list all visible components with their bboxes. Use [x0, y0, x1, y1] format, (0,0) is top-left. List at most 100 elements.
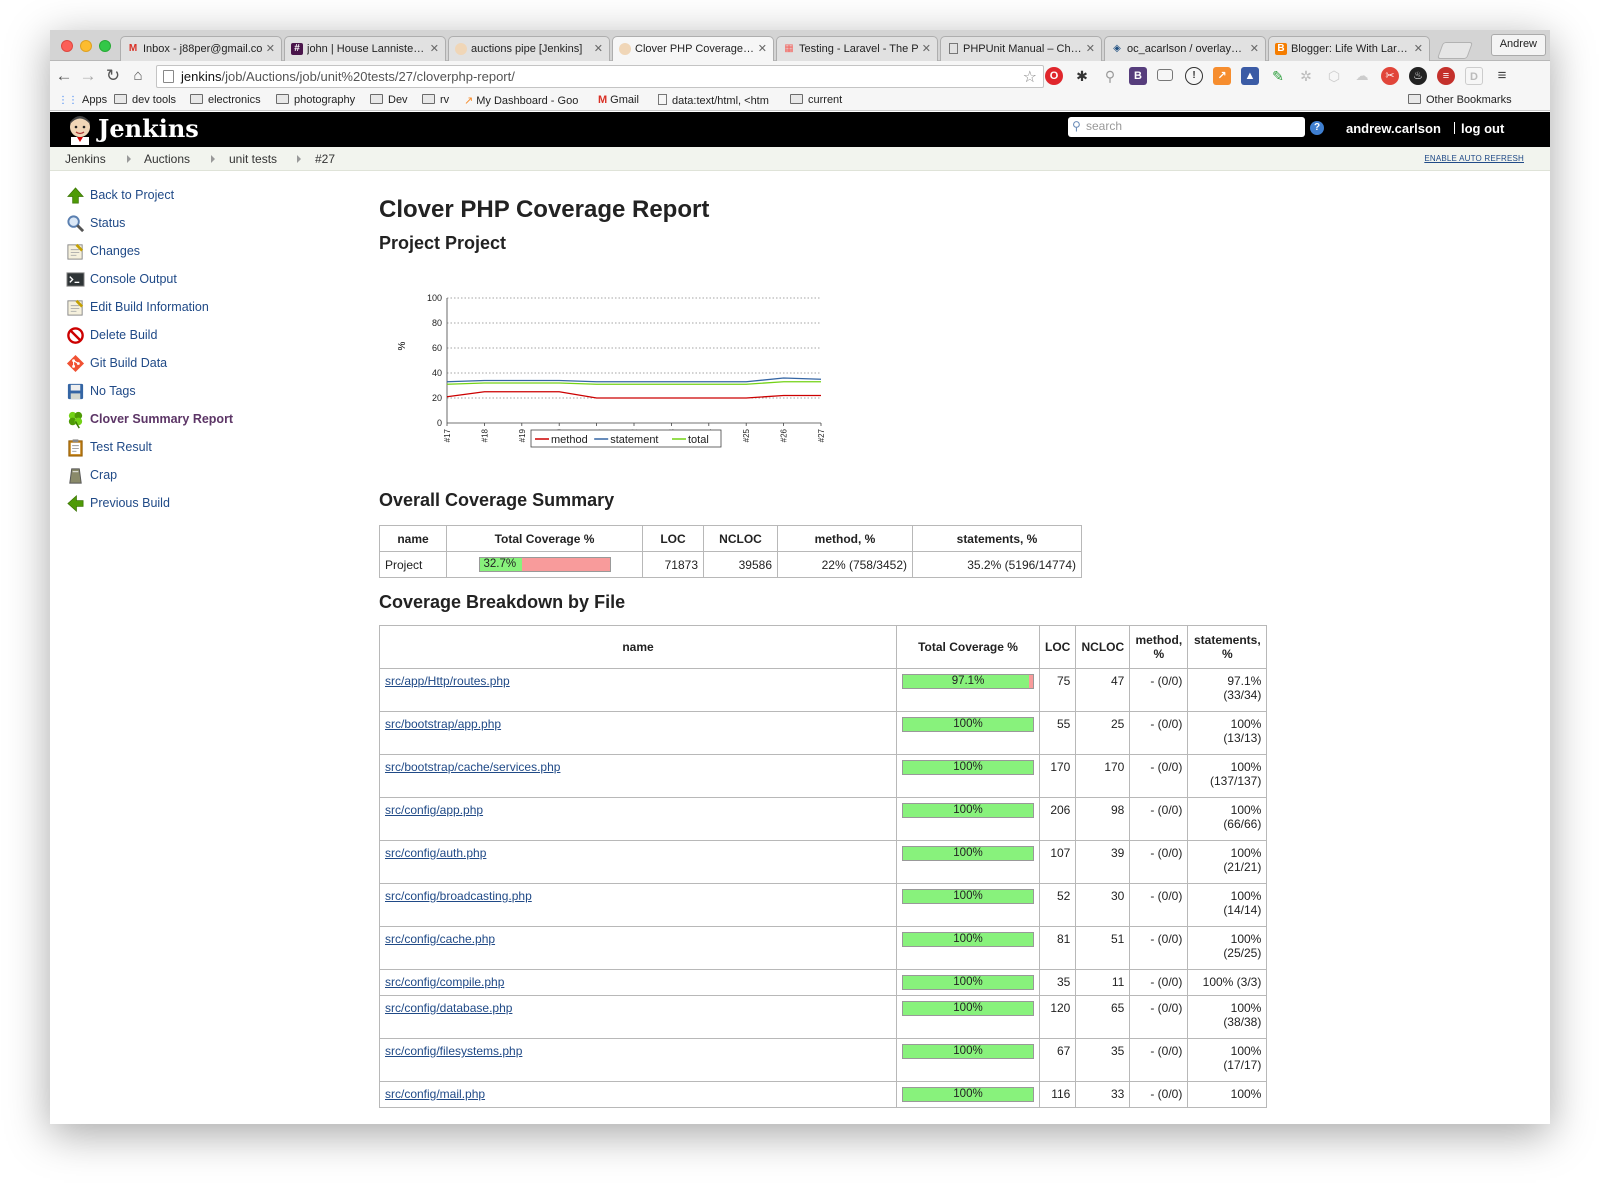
file-link[interactable]: src/config/broadcasting.php	[385, 889, 532, 903]
close-window-button[interactable]	[61, 40, 73, 52]
close-tab-icon[interactable]: ✕	[265, 43, 275, 55]
file-link[interactable]: src/config/auth.php	[385, 846, 487, 860]
close-tab-icon[interactable]: ✕	[1413, 43, 1423, 55]
breadcrumb-item[interactable]: Jenkins	[65, 152, 106, 166]
d-extension-icon[interactable]: D	[1465, 67, 1483, 85]
task-console-output[interactable]: Console Output	[64, 269, 344, 297]
file-link[interactable]: src/config/database.php	[385, 1001, 513, 1015]
task-back-to-project[interactable]: Back to Project	[64, 185, 344, 213]
method-cell: - (0/0)	[1129, 926, 1189, 970]
column-header: name	[379, 525, 447, 552]
browser-tab[interactable]: # john | House Lannister S ✕	[284, 36, 446, 61]
coverage-bar-fill	[903, 890, 1033, 903]
help-icon[interactable]: ?	[1310, 121, 1324, 135]
bookmark-other[interactable]: Other Bookmarks	[1408, 94, 1512, 106]
bookmark-folder[interactable]: photography	[276, 94, 355, 106]
bookmark-star-icon[interactable]: ☆	[1022, 69, 1037, 86]
analytics-extension-icon[interactable]: ↗	[1213, 67, 1231, 85]
gear-extension-icon[interactable]: ✲	[1300, 68, 1312, 84]
forward-arrow-icon[interactable]: →	[79, 66, 97, 85]
bookmark-apps[interactable]: ⋮⋮ Apps	[58, 94, 108, 106]
cloud-extension-icon[interactable]: ☁	[1355, 68, 1369, 83]
task-no-tags[interactable]: No Tags	[64, 381, 344, 409]
bookmark-folder[interactable]: Dev	[370, 94, 408, 106]
flag-extension-icon[interactable]: ≡	[1437, 67, 1455, 85]
task-previous-build[interactable]: Previous Build	[64, 493, 344, 521]
address-bar[interactable]: jenkins/job/Auctions/job/unit%20tests/27…	[156, 65, 1044, 88]
bookmark-folder[interactable]: rv	[422, 94, 449, 106]
page-icon	[658, 94, 667, 105]
browser-window: M Inbox - j88per@gmail.co ✕ # john | Hou…	[50, 30, 1550, 1124]
file-link[interactable]: src/bootstrap/cache/services.php	[385, 760, 561, 774]
task-git-build-data[interactable]: Git Build Data	[64, 353, 344, 381]
info-extension-icon[interactable]: !	[1185, 67, 1203, 85]
close-tab-icon[interactable]: ✕	[1085, 43, 1095, 55]
flame-extension-icon[interactable]: ♨	[1409, 67, 1427, 85]
reload-icon[interactable]: ↻	[105, 66, 121, 85]
new-tab-button[interactable]	[1436, 42, 1474, 59]
bookmark-link[interactable]: data:text/html, <htm	[658, 94, 769, 107]
task-crap[interactable]: Crap	[64, 465, 344, 493]
task-status[interactable]: Status	[64, 213, 344, 241]
file-link[interactable]: src/config/mail.php	[385, 1087, 486, 1101]
close-tab-icon[interactable]: ✕	[757, 43, 767, 55]
coverage-cell: 100%	[896, 926, 1040, 970]
user-link[interactable]: andrew.carlson	[1346, 121, 1441, 136]
method-cell: - (0/0)	[1129, 711, 1189, 755]
browser-tab-active[interactable]: Clover PHP Coverage Re ✕	[612, 36, 774, 62]
bookmark-link[interactable]: M Gmail	[598, 94, 639, 106]
task-changes[interactable]: Changes	[64, 241, 344, 269]
browser-tab[interactable]: ▦ Testing - Laravel - The P ✕	[776, 36, 938, 61]
maximize-window-button[interactable]	[99, 40, 111, 52]
settings-extension-icon[interactable]: ✱	[1076, 68, 1088, 84]
task-test-result[interactable]: Test Result	[64, 437, 344, 465]
browser-tab[interactable]: PHPUnit Manual – Chapte ✕	[940, 36, 1102, 61]
breadcrumb-item[interactable]: unit tests	[229, 152, 278, 166]
file-link[interactable]: src/config/cache.php	[385, 932, 496, 946]
task-edit-build-information[interactable]: Edit Build Information	[64, 297, 344, 325]
back-arrow-icon[interactable]: ←	[55, 66, 73, 85]
coverage-percent: 97.1%	[951, 675, 985, 687]
close-tab-icon[interactable]: ✕	[921, 43, 931, 55]
enable-auto-refresh-link[interactable]: ENABLE AUTO REFRESH	[1424, 154, 1524, 163]
breadcrumb-item[interactable]: #27	[315, 152, 336, 166]
close-tab-icon[interactable]: ✕	[1249, 43, 1259, 55]
task-delete-build[interactable]: Delete Build	[64, 325, 344, 353]
home-icon[interactable]: ⌂	[133, 67, 143, 84]
folder-icon	[790, 94, 803, 104]
breadcrumb-item[interactable]: Auctions	[144, 152, 191, 166]
browser-tab[interactable]: B Blogger: Life With Larave ✕	[1268, 36, 1430, 61]
jenkins-logo-title[interactable]: Jenkins	[98, 114, 199, 143]
apps-grid-icon: ⋮⋮	[58, 95, 78, 106]
jenkins-logo[interactable]	[65, 115, 95, 150]
file-link[interactable]: src/config/compile.php	[385, 975, 505, 989]
opera-extension-icon[interactable]: O	[1045, 67, 1063, 85]
logout-link[interactable]: log out	[1454, 121, 1504, 136]
bookmark-folder[interactable]: current	[790, 94, 842, 106]
cast-extension-icon[interactable]	[1157, 69, 1173, 81]
browser-tab[interactable]: M Inbox - j88per@gmail.co ✕	[120, 36, 282, 61]
close-tab-icon[interactable]: ✕	[429, 43, 439, 55]
eyedropper-extension-icon[interactable]: ✎	[1272, 68, 1284, 84]
tool-extension-icon[interactable]: ✂	[1381, 67, 1399, 85]
browser-tab[interactable]: auctions pipe [Jenkins] ✕	[448, 36, 610, 61]
cube-extension-icon[interactable]: ⬡	[1327, 68, 1341, 84]
file-link[interactable]: src/app/Http/routes.php	[385, 674, 510, 688]
bookmark-folder[interactable]: electronics	[190, 94, 261, 106]
browser-tab[interactable]: ◈ oc_acarlson / overlayauct ✕	[1104, 36, 1266, 61]
search-input[interactable]: ⚲ search	[1068, 117, 1305, 137]
pin-extension-icon[interactable]: ⚲	[1104, 68, 1116, 84]
map-extension-icon[interactable]: ▲	[1241, 67, 1259, 85]
file-link[interactable]: src/bootstrap/app.php	[385, 717, 502, 731]
menu-icon[interactable]: ≡	[1497, 67, 1507, 84]
task-clover-summary-report[interactable]: Clover Summary Report	[64, 409, 344, 437]
file-link[interactable]: src/config/app.php	[385, 803, 484, 817]
bootstrap-extension-icon[interactable]: B	[1129, 67, 1147, 85]
loc-cell: 55	[1038, 711, 1077, 755]
bookmark-folder[interactable]: dev tools	[114, 94, 176, 106]
minimize-window-button[interactable]	[80, 40, 92, 52]
bookmark-link[interactable]: ↗ My Dashboard - Goo	[464, 95, 579, 107]
profile-button[interactable]: Andrew	[1490, 34, 1546, 56]
close-tab-icon[interactable]: ✕	[593, 43, 603, 55]
file-link[interactable]: src/config/filesystems.php	[385, 1044, 523, 1058]
